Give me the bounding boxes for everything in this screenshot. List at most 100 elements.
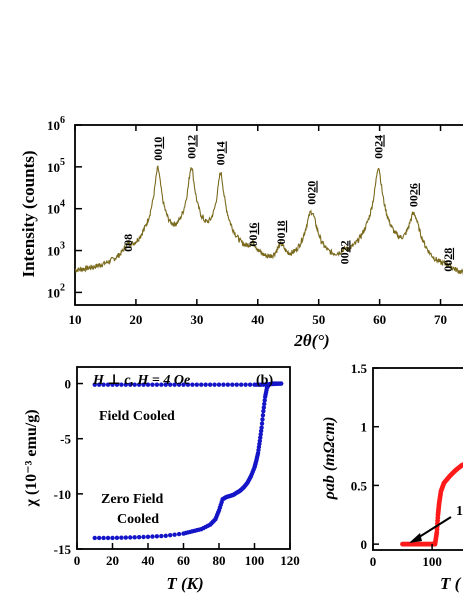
xrd-peak-label: 0010 [151, 137, 165, 161]
xrd-x-tick-label: 30 [190, 312, 203, 327]
fc-point [212, 382, 217, 387]
rho-x-tick-label: 0 [370, 554, 377, 569]
fc-point [141, 382, 146, 387]
susceptibility-panel: 0 20 40 60 80 100 120 0 -5 -10 -15 H ⊥ c, H = 4 O… [23, 366, 300, 593]
chi-annotation: H ⊥ c, H = 4 Oe [92, 373, 190, 388]
xrd-y-tick-label: 103 [47, 241, 65, 259]
rho-x-axis-label: T ( [440, 574, 462, 593]
fc-point [145, 382, 151, 387]
chi-x-tick-label: 0 [74, 553, 81, 568]
chi-fc-label: Field Cooled [99, 409, 175, 424]
zfc-point [101, 535, 106, 541]
zfc-point [145, 534, 151, 540]
chi-y-tick-label: -10 [54, 487, 71, 502]
fc-point [172, 382, 177, 387]
fc-point [199, 382, 204, 387]
xrd-peak-label: 0014 [214, 141, 228, 165]
fc-point [221, 382, 226, 387]
fc-point [230, 382, 235, 387]
xrd-y-tick-label: 102 [47, 282, 65, 300]
zfc-point [110, 535, 115, 541]
xrd-x-tick-label: 50 [312, 312, 325, 327]
zfc-point [96, 535, 102, 541]
zfc-point [258, 435, 263, 440]
xrd-y-tick-label: 106 [47, 115, 65, 133]
zfc-point [123, 535, 129, 540]
fc-point [101, 382, 106, 387]
zfc-point [119, 535, 124, 540]
chi-x-tick-label: 120 [280, 553, 300, 568]
rho-y-tick-label: 0 [361, 537, 368, 552]
fc-point [110, 382, 115, 387]
zfc-point [176, 531, 182, 537]
fc-point [190, 382, 195, 387]
zfc-point [258, 432, 263, 437]
zfc-point [262, 401, 267, 407]
xrd-peak-label: 0026 [407, 183, 421, 207]
fc-point [238, 382, 244, 387]
fc-point [119, 382, 124, 387]
xrd-x-tick-label: 10 [69, 312, 82, 327]
xrd-x-tick-label: 20 [129, 312, 142, 327]
chi-data-points [92, 381, 284, 541]
chi-y-ticks: 0 -5 -10 -15 [54, 377, 83, 557]
xrd-y-axis-label: Intensity (counts) [19, 150, 38, 277]
chi-x-tick-label: 100 [245, 553, 265, 568]
zfc-point [150, 534, 155, 539]
xrd-y-ticks: 102 103 104 105 106 [47, 115, 82, 300]
xrd-x-ticks: 10 20 30 40 50 60 70 [69, 125, 447, 327]
rho-x-ticks: 0 100 [370, 544, 442, 569]
fc-point [92, 382, 97, 387]
chi-x-tick-label: 80 [213, 553, 226, 568]
fc-point [167, 382, 173, 387]
xrd-y-tick-label: 104 [47, 199, 65, 217]
xrd-peak-labels: 008 0010 0012 0014 0016 0018 0020 0022 0024 0026 0… [121, 135, 455, 272]
xrd-x-axis-label: 2θ(°) [293, 331, 329, 350]
zfc-point [259, 425, 264, 430]
zfc-point [261, 408, 266, 414]
chi-x-ticks: 0 20 40 60 80 100 120 [74, 543, 300, 568]
fc-point [123, 382, 129, 387]
fc-point [132, 382, 137, 387]
fc-point [243, 382, 248, 387]
zfc-point [132, 535, 137, 540]
zfc-point [92, 535, 97, 541]
zfc-point [258, 428, 264, 434]
fc-point [247, 382, 253, 387]
zfc-point [163, 533, 168, 538]
fc-point [225, 382, 231, 387]
zfc-point [257, 438, 263, 444]
fc-point [114, 382, 120, 387]
fc-point [159, 382, 164, 387]
resistivity-panel: 0 100 0 0.5 1 1.5 1 ρab (mΩcm) T ( [321, 361, 463, 593]
zfc-point [136, 534, 142, 540]
rho-arrow-label: 1 [456, 504, 463, 519]
fc-point [176, 382, 182, 387]
fc-point [203, 382, 208, 387]
rho-data-points [400, 462, 463, 547]
rho-x-tick-label: 100 [422, 554, 442, 569]
xrd-intensity-line [74, 165, 463, 276]
fc-point [163, 382, 168, 387]
xrd-x-tick-label: 40 [251, 312, 264, 327]
rho-arrow [409, 516, 452, 543]
xrd-y-tick-label: 105 [47, 157, 65, 175]
fc-point [207, 382, 213, 387]
xrd-peak-label: 0022 [337, 240, 351, 264]
fc-point [136, 382, 142, 387]
zfc-point [105, 535, 111, 541]
rho-y-ticks: 0 0.5 1 1.5 [351, 361, 379, 552]
xrd-peak-label: 0028 [441, 248, 455, 272]
zfc-point [278, 381, 284, 386]
xrd-peak-label: 0018 [274, 220, 288, 244]
zfc-point [260, 417, 265, 422]
chi-y-tick-label: 0 [65, 377, 72, 392]
xrd-plot-frame [74, 124, 463, 306]
zfc-point [260, 413, 266, 418]
fc-point [105, 382, 111, 387]
zfc-point [114, 535, 120, 541]
fc-point [128, 382, 133, 387]
xrd-peak-label: 0016 [246, 223, 260, 247]
